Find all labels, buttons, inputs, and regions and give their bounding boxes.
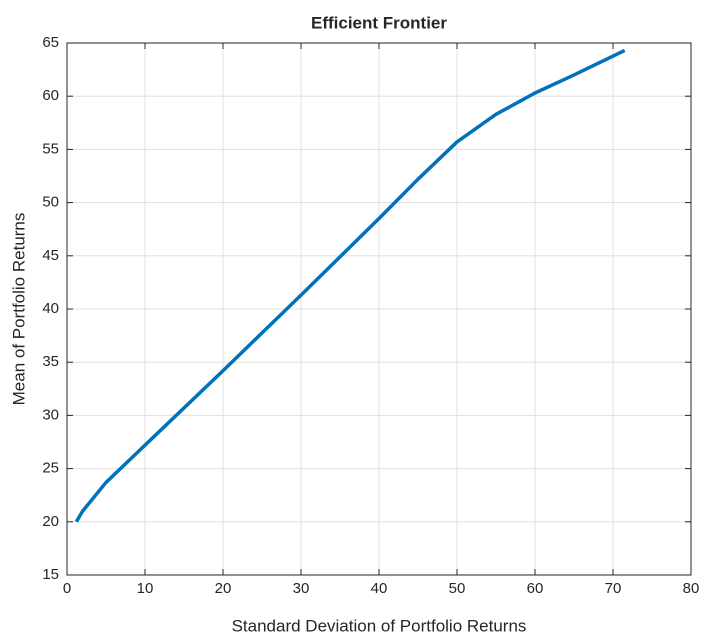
x-tick-label: 40 <box>371 580 388 597</box>
y-tick-label: 50 <box>42 194 59 211</box>
line <box>74 48 626 523</box>
x-tick-label: 60 <box>527 580 544 597</box>
x-tick-label: 30 <box>293 580 310 597</box>
y-tick-label: 35 <box>42 353 59 370</box>
y-tick-label: 60 <box>42 87 59 104</box>
x-tick-label: 20 <box>215 580 232 597</box>
x-tick-label: 50 <box>449 580 466 597</box>
x-axis-label: Standard Deviation of Portfolio Returns <box>232 616 527 635</box>
y-tick-label: 20 <box>42 513 59 530</box>
y-tick-label: 65 <box>42 34 59 51</box>
y-tick-label: 40 <box>42 300 59 317</box>
y-tick-label: 15 <box>42 566 59 583</box>
y-tick-label: 25 <box>42 460 59 477</box>
y-tick-label: 30 <box>42 406 59 423</box>
chart-title: Efficient Frontier <box>311 13 447 32</box>
x-tick-label: 10 <box>137 580 154 597</box>
y-tick-label: 45 <box>42 247 59 264</box>
x-tick-label: 70 <box>605 580 622 597</box>
y-tick-label: 55 <box>42 140 59 157</box>
x-tick-label: 80 <box>683 580 700 597</box>
plot-frame <box>66 42 692 576</box>
y-axis-label: Mean of Portfolio Returns <box>9 213 28 406</box>
x-tick-label: 0 <box>63 580 71 597</box>
